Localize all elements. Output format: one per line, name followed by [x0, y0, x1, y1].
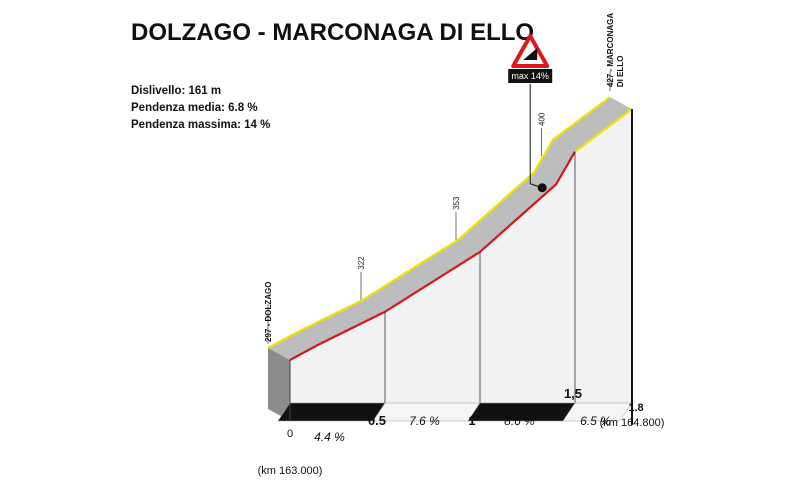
road-band	[268, 97, 632, 360]
grade-label: 7.6 %	[409, 414, 440, 428]
gradient-warning-icon	[511, 34, 550, 68]
stats-block: Dislivello: 161 m Pendenza media: 6.8 % …	[131, 85, 270, 131]
band-edge-top	[267, 96, 611, 349]
profile-fill	[290, 109, 632, 403]
km-tick-label: 1.8	[628, 402, 643, 414]
band-edge-bottom	[289, 151, 576, 361]
km-start-ref: (km 163.000)	[258, 465, 323, 477]
stat-dislivello: Dislivello: 161 m	[131, 85, 221, 97]
end-location-label: DI ELLO	[616, 56, 625, 88]
band-edge-end	[574, 108, 633, 153]
km-tick-label: 1,5	[564, 386, 582, 401]
start-location-label: 297 - DOLZAGO	[264, 282, 273, 342]
km-tick-label: 0.5	[368, 413, 386, 428]
stat-pendenza-massima: Pendenza massima: 14 %	[131, 119, 270, 131]
max-badge-label: max 14%	[511, 71, 549, 81]
end-location-label: 427 - MARCONAGA	[606, 13, 615, 87]
base-strip-3	[562, 402, 633, 422]
max-badge	[508, 69, 553, 83]
altitude-label: 353	[452, 196, 461, 210]
km-tick-label: 0	[287, 428, 293, 440]
profile-side-face	[268, 348, 290, 421]
gradient-slope-icon	[523, 48, 538, 60]
chart-title: DOLZAGO - MARCONAGA DI ELLO	[131, 19, 534, 46]
grade-label: 6.5 %	[580, 414, 611, 428]
max-marker-dot	[537, 183, 547, 193]
km-tick-label: 1	[468, 413, 475, 428]
grade-label: 8.6 %	[504, 414, 535, 428]
grade-label: 4.4 %	[314, 430, 345, 444]
profile-back-layer	[268, 97, 632, 421]
stat-pendenza-media: Pendenza media: 6.8 %	[131, 102, 258, 114]
altitude-label: 400	[538, 112, 547, 126]
altitude-label: 322	[357, 256, 366, 270]
profile-label-layer: 4.4 % 7.6 % 8.6 % 6.5 % 0 0.5 1 1,5 1.8 (km 163.0…	[258, 13, 665, 477]
km-end-ref: (km 164.800)	[600, 417, 665, 429]
profile-front-layer	[267, 96, 633, 425]
